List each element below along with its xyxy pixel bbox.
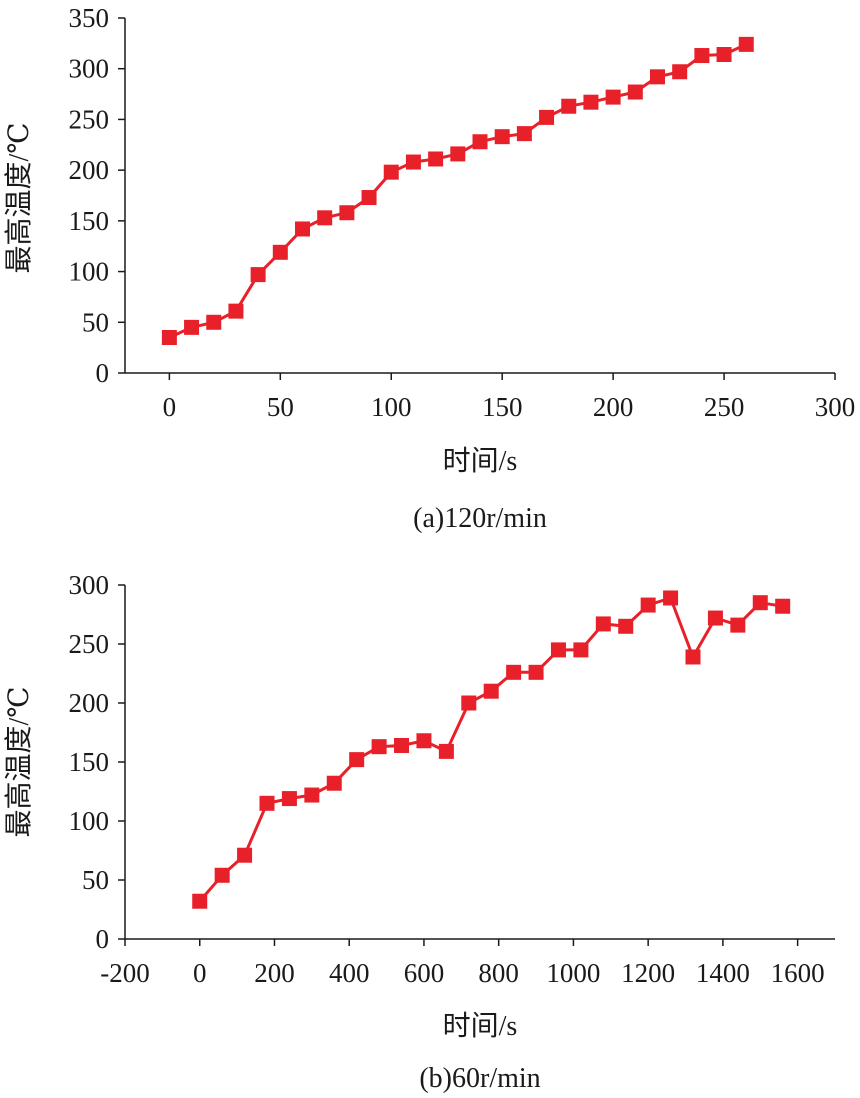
chart-caption: (a)120r/min [413,503,547,534]
x-tick-label: 200 [254,958,295,988]
data-point [494,129,510,145]
data-point [775,598,791,614]
data-point [561,98,577,114]
chart-a-svg: 0 50 100 150 200 250 300 350 0 50 100 150 200 250 300 时… [3,3,856,534]
data-point [539,109,555,125]
data-point [405,154,421,170]
x-tick-label: 50 [267,392,294,422]
data-point [685,649,701,665]
series-line [198,596,783,903]
data-point [259,795,275,811]
chart-caption: (b)60r/min [419,1063,540,1094]
y-tick-label: 200 [69,688,110,718]
chart-b: 0 50 100 150 200 250 300 -200 0 200 400 600 800 1000 1… [0,550,860,1098]
data-point [730,617,746,633]
x-tick-label: 1400 [696,958,750,988]
data-point [394,737,410,753]
data-point [228,303,244,319]
x-tick-label: -200 [100,958,150,988]
data-point [506,664,522,680]
x-tick-label: 300 [815,392,856,422]
y-tick-label: 300 [69,570,110,600]
data-point [595,616,611,632]
y-tick-label: 150 [69,747,110,777]
data-point [752,595,768,611]
y-axis-title: 最高温度/℃ [3,686,35,837]
data-point [618,618,634,634]
data-point [416,733,432,749]
data-point [583,94,599,110]
data-point [339,205,355,221]
y-tick-label: 250 [69,629,110,659]
data-point [650,69,665,85]
x-tick-label: 250 [704,392,745,422]
data-point [161,330,177,345]
y-axis-title: 最高温度/℃ [3,122,35,273]
y-tick-label: 0 [96,924,110,954]
data-point [707,610,723,626]
data-point [640,597,656,613]
data-point [214,867,230,883]
data-point [573,642,589,658]
y-tick-label: 350 [69,3,110,33]
data-point [317,210,333,226]
data-point [237,847,253,863]
data-point [304,787,320,803]
data-point [716,47,732,63]
data-point [605,89,621,105]
data-point [371,739,387,755]
data-point [550,642,566,658]
chart-b-svg: 0 50 100 150 200 250 300 -200 0 200 400 600 800 1000 1… [3,570,835,1094]
data-point [516,126,532,142]
x-tick-label: 1200 [621,958,675,988]
data-point [472,134,488,150]
data-point [627,84,643,100]
y-tick-label: 250 [69,104,110,134]
data-point [528,664,544,680]
data-point [483,683,499,699]
data-point [450,146,466,162]
x-tick-label: 0 [163,392,177,422]
y-tick-label: 50 [82,307,109,337]
data-point [383,164,399,180]
data-point [349,752,365,768]
chart-a: 0 50 100 150 200 250 300 350 0 50 100 150 200 250 300 时… [3,3,856,534]
data-point [672,64,688,80]
y-tick-label: 100 [69,257,110,287]
x-tick-label: 100 [371,392,412,422]
x-axis-title: 时间/s [443,1010,518,1042]
data-point [438,743,454,759]
x-tick-label: 0 [193,958,207,988]
data-point [663,590,679,606]
data-point [192,893,208,909]
data-point [281,791,297,807]
x-axis-title: 时间/s [443,445,518,477]
data-point [295,221,310,237]
data-point [694,48,710,64]
y-tick-label: 200 [69,155,110,185]
data-point [461,695,477,711]
x-tick-label: 1000 [546,958,600,988]
y-tick-label: 300 [69,54,110,84]
data-point [738,36,754,52]
x-tick-label: 200 [593,392,634,422]
y-tick-label: 50 [82,865,109,895]
x-tick-label: 800 [478,958,519,988]
x-tick-label: 1600 [771,958,825,988]
y-tick-label: 100 [69,806,110,836]
data-point [206,314,222,330]
x-tick-label: 600 [404,958,445,988]
data-point [250,267,266,283]
data-point [326,775,342,791]
x-tick-label: 150 [482,392,523,422]
x-tick-label: 400 [329,958,370,988]
series-line [168,43,747,339]
data-point [184,319,200,335]
data-point [428,151,444,167]
data-point [361,190,377,206]
y-tick-label: 150 [69,206,110,236]
y-tick-label: 0 [96,358,110,388]
data-point [272,244,288,260]
